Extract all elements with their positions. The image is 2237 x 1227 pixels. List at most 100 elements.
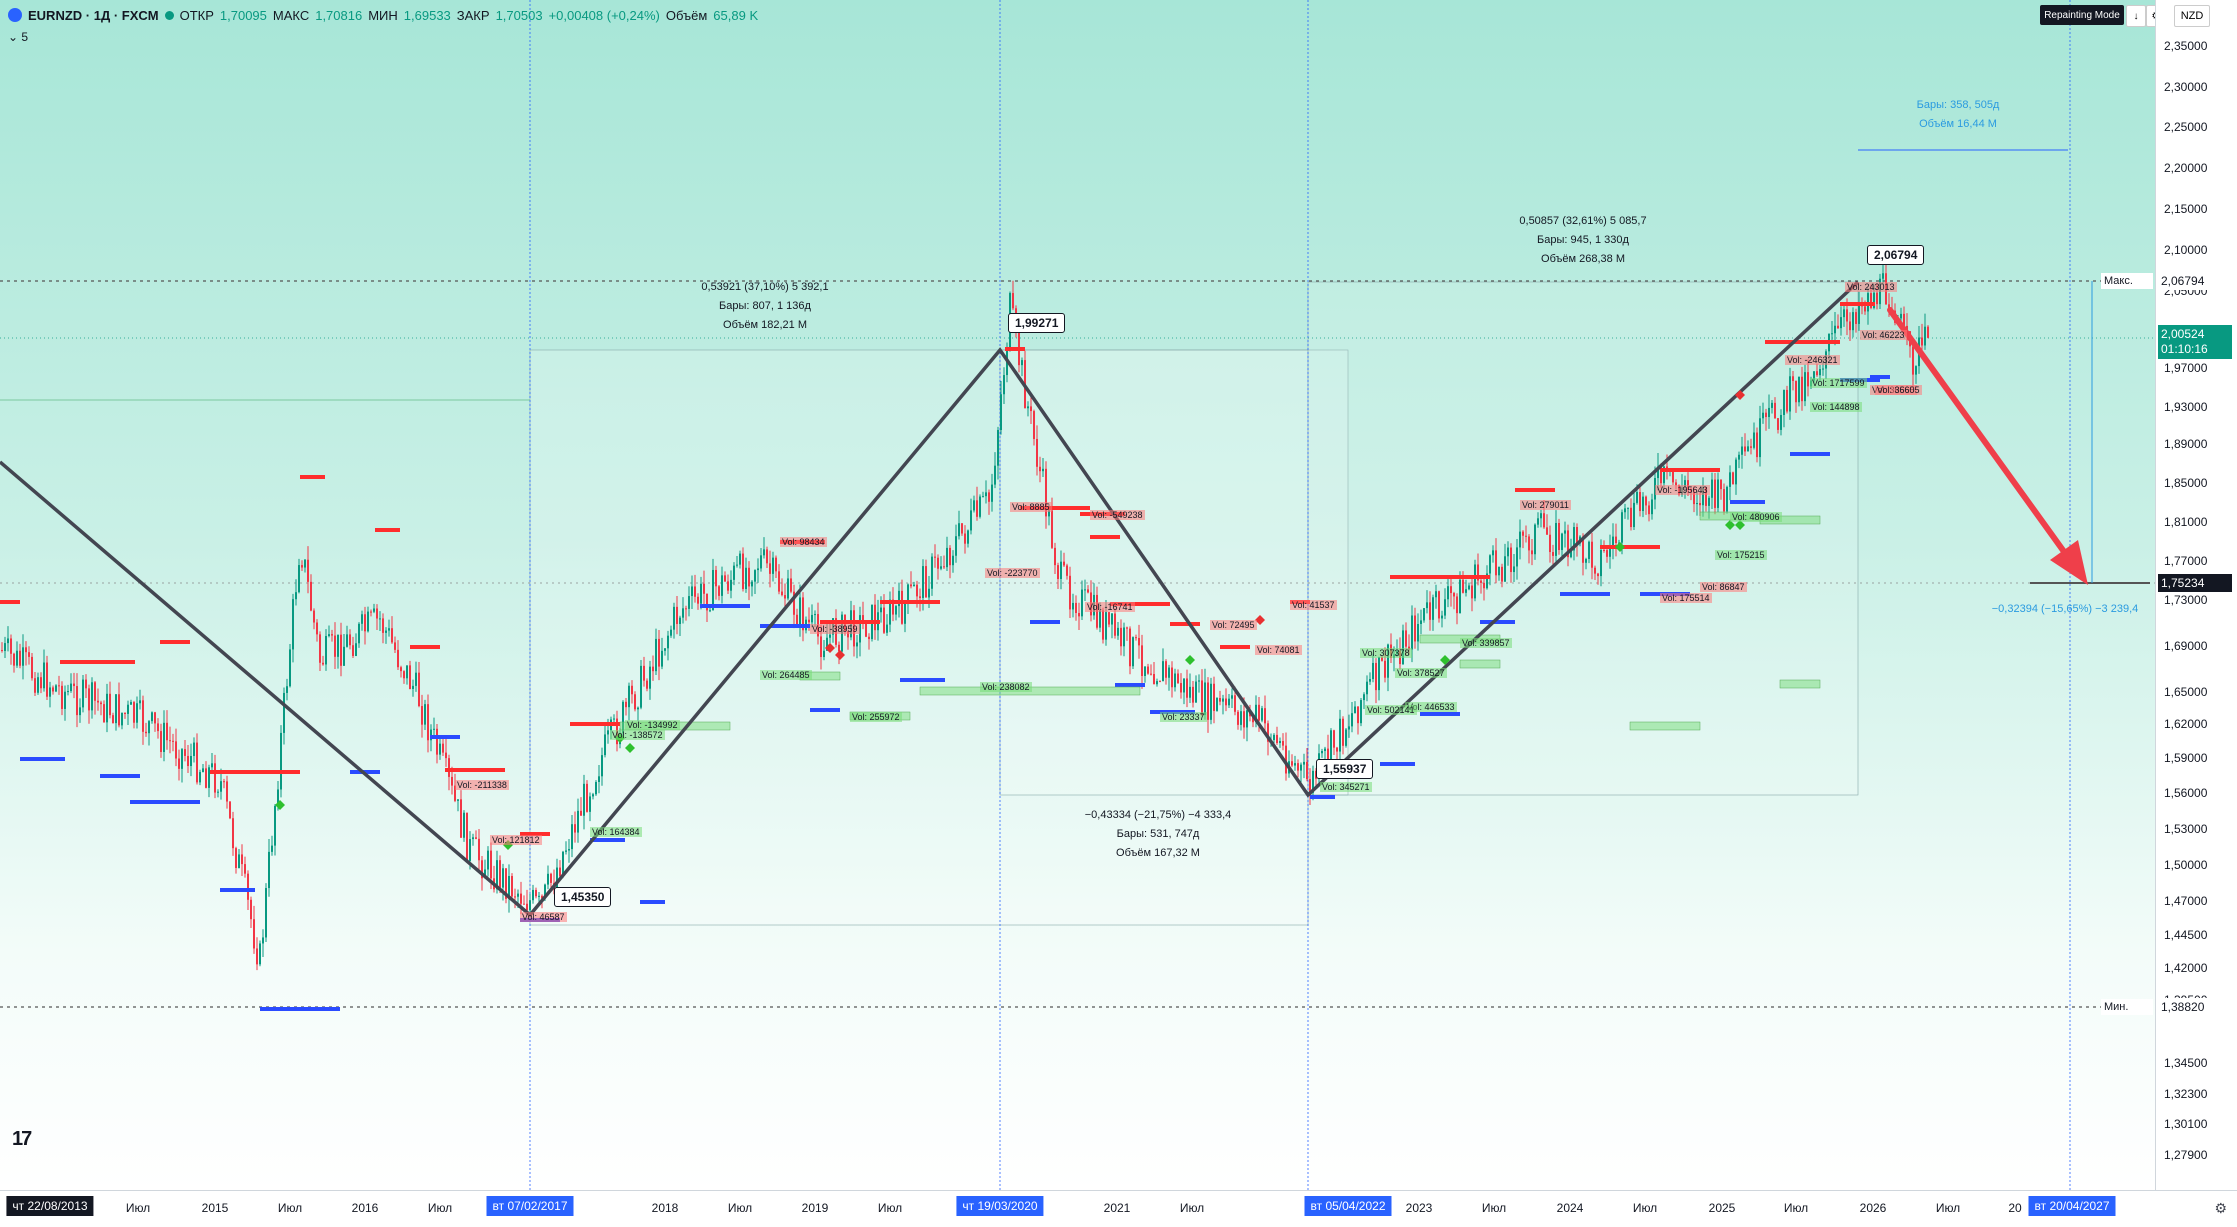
currency-selector[interactable]: NZD [2174, 5, 2210, 27]
pivot-low-2[interactable]: 1,55937 [1316, 759, 1374, 779]
candle-body [613, 718, 615, 720]
candle-body [1261, 708, 1263, 721]
candle-body [196, 742, 198, 783]
volume-label: Vol: 264485 [760, 670, 812, 680]
chart-area[interactable]: EURNZD · 1Д · FXCM ОТКР 1,70095 МАКС 1,708… [0, 0, 2155, 1190]
support-level [590, 838, 625, 842]
candle-body [1333, 730, 1335, 748]
price-axis[interactable]: 2,35000 2,30000 2,25000 2,20000 2,15000 2,100… [2101, 0, 2237, 1190]
candle-body [1510, 547, 1512, 573]
candle-body [421, 706, 423, 725]
time-axis[interactable]: Июл 2015 Июл 2016 Июл 2018 Июл 2019 Июл 2021 Июл 20… [0, 1190, 2237, 1227]
time-tick: 2018 [651, 1201, 679, 1215]
support-level [1380, 762, 1415, 766]
forecast-price-measure[interactable]: −0,32394 (−15,65%) −3 239,4 [1992, 600, 2138, 619]
candle-body [1801, 376, 1803, 402]
pivot-high-1[interactable]: 1,99271 [1008, 313, 1066, 333]
volume-label: Vol: 8885 [1010, 502, 1052, 512]
indicators-toggle[interactable]: ⌄ 5 [8, 30, 29, 44]
candle-body [1600, 549, 1602, 577]
candle-body [100, 702, 102, 705]
range-measure-1[interactable]: 0,53921 (37,10%) 5 392,1 Бары: 807, 1 13… [701, 278, 828, 335]
candle-body [1258, 704, 1260, 721]
candle-body [1900, 313, 1902, 319]
candle-body [232, 818, 234, 849]
candle-body [1489, 555, 1491, 574]
candle-body [1048, 510, 1050, 517]
candle-body [274, 805, 276, 846]
candle-body [775, 557, 777, 572]
candle-body [1405, 630, 1407, 647]
candle-body [169, 740, 171, 742]
candle-body [1672, 469, 1674, 483]
pivot-low-1[interactable]: 1,45350 [554, 887, 612, 907]
price-chart[interactable] [0, 0, 2155, 1190]
support-level [1310, 795, 1335, 799]
download-button[interactable]: ↓ [2126, 5, 2146, 27]
support-level [100, 774, 140, 778]
candle-body [1420, 620, 1422, 624]
candle-body [820, 636, 822, 658]
candle-body [1474, 564, 1476, 599]
candle-body [1228, 698, 1230, 706]
candle-body [1864, 306, 1866, 312]
resistance-level [1840, 302, 1875, 306]
candle-body [1780, 414, 1782, 430]
range3-volume: Объём 268,38 M [1541, 253, 1625, 265]
forecast-arrow-shaft [1887, 307, 2073, 563]
candle-body [685, 608, 687, 610]
gear-icon[interactable]: ⚙ [2214, 1200, 2227, 1216]
range-measure-2[interactable]: −0,43334 (−21,75%) −4 333,4 Бары: 531, 7… [1085, 806, 1231, 863]
resistance-level [300, 475, 325, 479]
candle-body [1309, 779, 1311, 793]
candle-body [790, 578, 792, 592]
candle-body [436, 728, 438, 755]
candle-body [658, 638, 660, 667]
candle-body [151, 712, 153, 722]
candle-body [124, 713, 126, 715]
candle-body [1339, 718, 1341, 752]
candle-body [1018, 326, 1020, 366]
candle-body [1432, 597, 1434, 620]
candle-body [697, 596, 699, 604]
pivot-high-2[interactable]: 2,06794 [1867, 245, 1925, 265]
time-tick: 2019 [801, 1201, 829, 1215]
candle-body [1582, 536, 1584, 563]
volume-label: Vol: 243013 [1845, 282, 1897, 292]
candle-body [580, 810, 582, 816]
signal-marker [835, 650, 845, 660]
symbol-title[interactable]: EURNZD · 1Д · FXCM [28, 7, 159, 23]
candle-body [1444, 599, 1446, 616]
settings-button[interactable]: ⚙ [2146, 5, 2155, 27]
repainting-mode-badge[interactable]: Repainting Mode [2040, 5, 2124, 25]
candle-body [313, 610, 315, 623]
candle-body [58, 685, 60, 687]
candle-body [1702, 487, 1704, 506]
candle-body [427, 704, 429, 741]
candle-body [787, 578, 789, 599]
time-tick: Июл [1481, 1201, 1507, 1215]
candle-body [304, 559, 306, 568]
candle-body [769, 563, 771, 574]
volume-label: Vol: 46587 [520, 912, 567, 922]
candle-body [268, 851, 270, 889]
candle-body [112, 715, 114, 724]
tradingview-logo[interactable]: 17 [12, 1128, 32, 1150]
range-measure-3[interactable]: 0,50857 (32,61%) 5 085,7 Бары: 945, 1 33… [1519, 212, 1646, 269]
min-price-value: 1,38820 [2158, 998, 2232, 1016]
candle-body [55, 685, 57, 692]
volume-label: Vol: 339857 [1460, 638, 1512, 648]
candle-body [406, 665, 408, 679]
candle-body [1822, 368, 1824, 370]
candle-body [1177, 673, 1179, 684]
candle-body [91, 682, 93, 711]
max-price-label: Макс. [2101, 273, 2153, 289]
volume-label: Vol: 175514 [1660, 593, 1712, 603]
candle-body [118, 694, 120, 726]
price-tick: 1,56000 [2164, 786, 2208, 800]
candle-body [1285, 745, 1287, 774]
forecast-time-measure[interactable]: Бары: 358, 505д Объём 16,44 M [1917, 96, 2000, 134]
time-tick: Июл [1935, 1201, 1961, 1215]
candle-body [454, 785, 456, 801]
candle-body [1732, 472, 1734, 485]
